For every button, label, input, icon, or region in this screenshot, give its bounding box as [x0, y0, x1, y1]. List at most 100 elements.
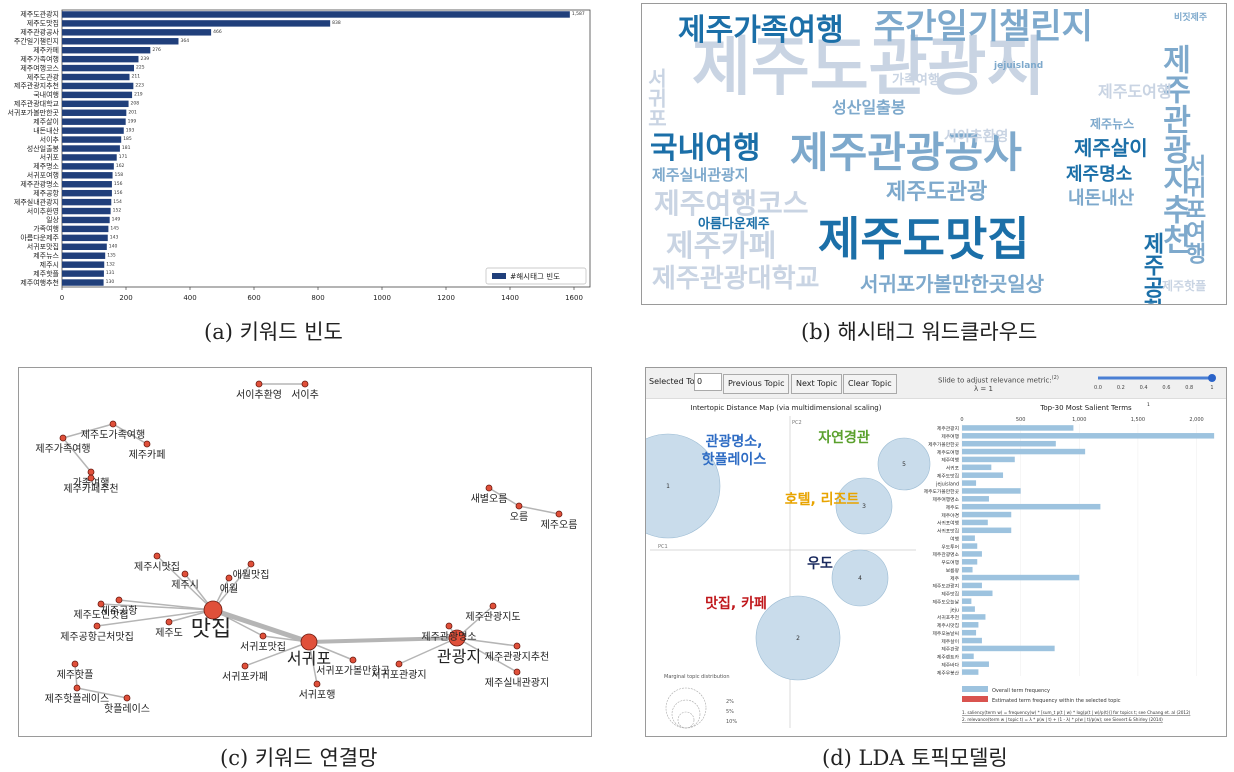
network-edge — [112, 423, 148, 445]
salient-x-tick-label: 1,000 — [1072, 417, 1086, 423]
wordcloud-word: jejuisland — [994, 61, 1044, 71]
network-node — [153, 552, 161, 560]
category-label: 제주도관광지 — [20, 10, 59, 19]
wordcloud-word: 제주실내관광지 — [652, 166, 749, 184]
x-tick-label: 0 — [60, 294, 64, 302]
legend-overall-label: Overall term frequency — [992, 688, 1050, 694]
bar — [62, 145, 120, 152]
network-node — [93, 622, 101, 630]
wordcloud-word: 제주도여행 — [1098, 82, 1172, 101]
bar — [62, 181, 112, 188]
value-label: 223 — [135, 83, 144, 89]
topic-bubble — [755, 595, 841, 681]
category-label: 제주여행추천 — [20, 278, 59, 287]
salient-term-label: 서귀포맛집 — [937, 528, 959, 535]
salient-term-label: 제주가볼만한곳 — [928, 441, 959, 448]
category-label: 주간일기챌린지 — [14, 37, 59, 46]
slider-tick-label: 0.0 — [1094, 385, 1102, 391]
salient-term-label: 제주바다 — [941, 661, 959, 668]
network-node — [485, 484, 493, 492]
bar — [62, 11, 570, 18]
bar — [62, 252, 106, 259]
bar — [62, 270, 104, 277]
previous-topic-button[interactable]: Previous Topic — [723, 374, 790, 394]
salient-term-bar — [962, 464, 992, 471]
network-node-label: 제주카페 — [129, 449, 166, 461]
wordcloud-word: 제주관광공사 — [790, 128, 1022, 177]
category-label: 제주관광지추천 — [14, 81, 59, 90]
category-label: 제주시 — [40, 261, 59, 269]
topic-bubble — [646, 433, 721, 539]
network-node — [255, 380, 263, 388]
network-node — [165, 618, 173, 626]
relevance-slider-handle[interactable] — [1208, 374, 1216, 382]
topic-id-label: 2 — [796, 635, 800, 642]
salient-term-bar — [962, 574, 1080, 581]
x-tick-label: 1000 — [373, 294, 391, 302]
salient-x-tick-label: 0 — [960, 417, 963, 423]
network-node — [513, 642, 521, 650]
marginal-circle — [671, 699, 701, 729]
network-node — [143, 440, 151, 448]
bar — [62, 55, 139, 63]
network-node — [115, 596, 123, 604]
caption-c: (c) 키워드 연결망 — [220, 746, 378, 770]
wordcloud-word: 제주도관광지 — [692, 31, 1046, 105]
next-topic-button[interactable]: Next Topic — [791, 374, 843, 394]
network-edge — [62, 423, 114, 439]
slider-tick-label: 0.4 — [1140, 385, 1148, 391]
slider-tick-label: 0.6 — [1162, 385, 1170, 391]
value-label: 145 — [110, 226, 119, 232]
network-node-label: 핫플레이스 — [104, 703, 150, 715]
network-node — [395, 660, 403, 668]
selected-topic-label: Selected Topic: — [649, 377, 710, 386]
topic-annotation: 우도 — [807, 556, 833, 572]
salient-term-label: 제주도맛집 — [937, 472, 959, 479]
category-label: 국내여행 — [33, 90, 59, 99]
salient-term-label: 제주도여행 — [937, 449, 959, 456]
network-node-label: 제주핫플레이스 — [45, 693, 109, 705]
x-tick-label: 200 — [119, 294, 132, 302]
salient-term-label: 여행 — [950, 535, 959, 542]
salient-term-bar — [962, 566, 973, 573]
network-node-label: 제주도 — [155, 627, 183, 639]
salient-term-bar — [962, 480, 977, 486]
salient-term-bar — [962, 606, 975, 612]
network-node — [87, 468, 95, 476]
category-label: 내돈내산 — [33, 126, 59, 135]
topic-id-label: 4 — [858, 575, 862, 582]
network-edge — [518, 505, 560, 515]
salient-term-bar — [962, 519, 988, 526]
category-label: 제주핫플 — [33, 270, 59, 278]
wordcloud-word: 성산일출봉 — [832, 98, 906, 117]
salient-term-label: 제주 — [950, 575, 959, 582]
x-tick-label: 600 — [247, 294, 260, 302]
bar — [62, 216, 110, 224]
network-node — [515, 502, 523, 510]
bar — [62, 172, 113, 179]
lambda-label: λ = 1 — [974, 385, 993, 393]
network-node-label: 서귀포관광지 — [371, 669, 426, 681]
intertopic-map-title: Intertopic Distance Map (via multidimens… — [691, 404, 882, 412]
category-label: 제주관광공사 — [20, 28, 59, 37]
salient-term-label: 서귀포 — [946, 465, 960, 472]
network-edge — [212, 607, 310, 645]
network-node-label: 서귀포행 — [299, 689, 336, 701]
value-label: 199 — [128, 118, 137, 124]
value-label: 225 — [136, 65, 145, 71]
clear-topic-button[interactable]: Clear Topic — [843, 374, 897, 394]
legend-overall-swatch — [962, 686, 988, 692]
salient-term-bar — [962, 582, 982, 589]
slider-tick-label: 1 — [1210, 385, 1213, 391]
category-label: 서귀포 — [40, 153, 60, 162]
salient-term-bar — [962, 472, 1004, 478]
network-node — [489, 602, 497, 610]
network-node — [109, 420, 117, 428]
relevance-slider-label-text: Slide to adjust relevance metric: — [938, 376, 1052, 385]
value-label: 143 — [110, 234, 119, 240]
network-node — [445, 622, 453, 630]
bar — [62, 64, 134, 72]
salient-x-tick-label: 2,000 — [1189, 417, 1203, 423]
wordcloud-word: 비짓제주 — [1174, 13, 1208, 23]
selected-topic-input[interactable]: 0 — [694, 373, 722, 391]
